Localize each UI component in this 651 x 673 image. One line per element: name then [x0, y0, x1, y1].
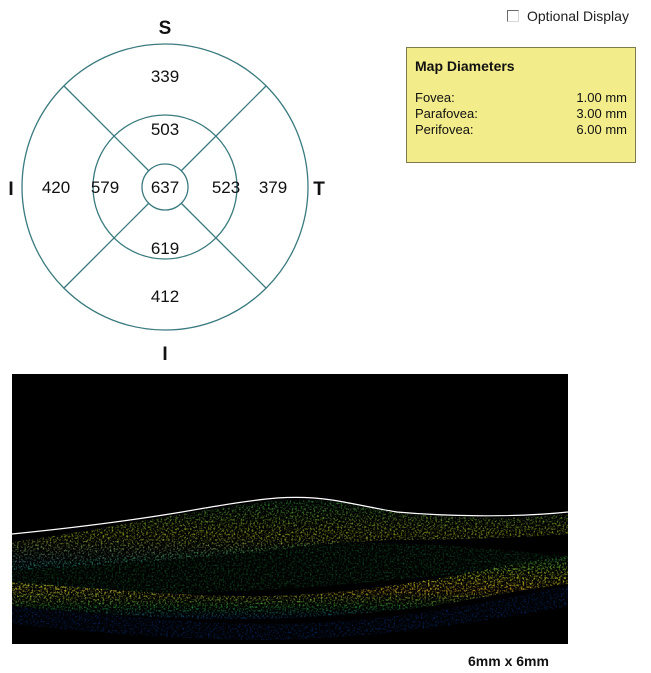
- map-row-parafovea: Parafovea: 3.00 mm: [415, 106, 627, 122]
- map-row-fovea: Fovea: 1.00 mm: [415, 90, 627, 106]
- inner-temporal-value: 523: [212, 178, 240, 197]
- inner-superior-value: 503: [151, 120, 179, 139]
- outer-temporal-value: 379: [259, 178, 287, 197]
- optional-display-label: Optional Display: [527, 8, 629, 24]
- parafovea-value: 3.00 mm: [576, 106, 627, 121]
- inferior-label: I: [162, 344, 167, 365]
- perifovea-label: Perifovea:: [415, 122, 474, 137]
- optional-display-toggle[interactable]: Optional Display: [507, 8, 629, 24]
- map-diameters-title: Map Diameters: [415, 58, 515, 74]
- inner-inferior-value: 619: [151, 239, 179, 258]
- fovea-ring: [141, 163, 189, 211]
- oct-bscan-render: [11, 496, 569, 640]
- nasal-label: I: [8, 179, 13, 200]
- map-diameters-panel: Map Diameters Fovea: 1.00 mm Parafovea: …: [406, 47, 636, 163]
- fovea-label: Fovea:: [415, 90, 455, 105]
- temporal-label: T: [313, 179, 325, 200]
- scan-size-label: 6mm x 6mm: [468, 653, 549, 669]
- sector-divider-se: [180, 202, 267, 289]
- sector-divider-ne: [180, 85, 267, 172]
- outer-superior-value: 339: [151, 67, 179, 86]
- oct-bscan-image: [11, 374, 569, 644]
- optional-display-checkbox[interactable]: [507, 10, 519, 22]
- etdrs-thickness-map: S I I T 637 503 579 523 619 339 420 379 …: [8, 18, 325, 365]
- outer-inferior-value: 412: [151, 287, 179, 306]
- outer-nasal-value: 420: [42, 178, 70, 197]
- parafovea-label: Parafovea:: [415, 106, 478, 121]
- center-value: 637: [151, 178, 179, 197]
- sector-divider-sw: [63, 202, 150, 289]
- perifovea-ring: [21, 43, 309, 331]
- perifovea-value: 6.00 mm: [576, 122, 627, 137]
- inner-nasal-value: 579: [91, 178, 119, 197]
- parafovea-ring: [92, 114, 238, 260]
- superior-label: S: [159, 18, 172, 39]
- fovea-value: 1.00 mm: [576, 90, 627, 105]
- map-row-perifovea: Perifovea: 6.00 mm: [415, 122, 627, 138]
- sector-divider-nw: [63, 85, 150, 172]
